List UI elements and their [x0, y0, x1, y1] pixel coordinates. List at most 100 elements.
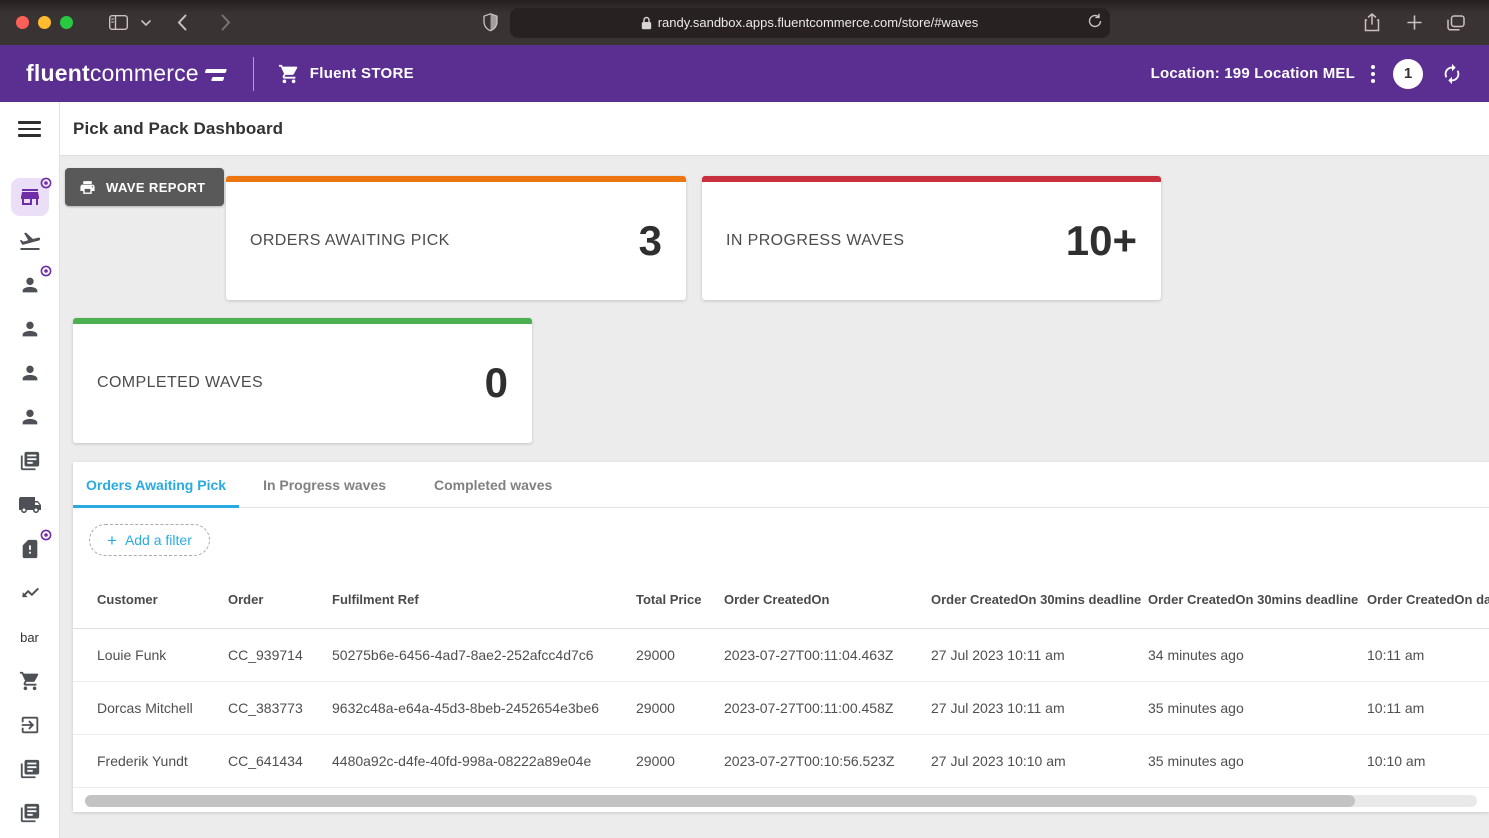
- forward-button[interactable]: [209, 9, 243, 37]
- sidebar-items: bar: [0, 175, 60, 835]
- library-books-icon: [20, 451, 39, 471]
- library-books-icon: [20, 759, 39, 779]
- col-fulfilment-ref: Fulfilment Ref: [332, 572, 636, 629]
- sidebar-item-cart[interactable]: [0, 659, 60, 703]
- col-deadline-1: Order CreatedOn 30mins deadline: [931, 572, 1148, 629]
- kpi-card-orders-awaiting-pick: ORDERS AWAITING PICK 3: [226, 176, 686, 300]
- kpi-value: 3: [638, 217, 662, 264]
- table-row[interactable]: Louie Funk CC_939714 50275b6e-6456-4ad7-…: [73, 628, 1489, 682]
- sidebar-item-user-4[interactable]: [0, 395, 60, 439]
- cell-total-price: 29000: [636, 681, 724, 735]
- reload-button[interactable]: [1088, 13, 1102, 29]
- fluent-commerce-logo: fluent commerce: [26, 60, 227, 87]
- sidebar-item-bar[interactable]: bar: [0, 615, 60, 659]
- sidebar-item-exit[interactable]: [0, 703, 60, 747]
- sidebar-item-device-alert[interactable]: [0, 527, 60, 571]
- col-order: Order: [228, 572, 332, 629]
- sidebar-item-library-3[interactable]: [0, 791, 60, 835]
- exit-to-app-icon: [21, 716, 38, 734]
- wave-report-button[interactable]: WAVE REPORT: [65, 168, 224, 206]
- horizontal-scrollbar-track[interactable]: [85, 794, 1477, 807]
- cell-createdon-date: 10:11 am: [1367, 628, 1489, 682]
- sidebar-icon: [108, 15, 128, 30]
- cell-order: CC_641434: [228, 734, 332, 788]
- sidebar-item-user-3[interactable]: [0, 351, 60, 395]
- forward-arrow-icon: [221, 14, 231, 31]
- main-area: bar: [0, 102, 1489, 838]
- sidebar-item-flight-land[interactable]: [0, 219, 60, 263]
- orders-table: Customer Order Fulfilment Ref Total Pric…: [73, 572, 1489, 788]
- dashboard-body: WAVE REPORT ORDERS AWAITING PICK 3 IN PR…: [60, 156, 1489, 838]
- sidebar-item-user-1[interactable]: [0, 263, 60, 307]
- cell-total-price: 29000: [636, 628, 724, 682]
- sidebar-item-library-1[interactable]: [0, 439, 60, 483]
- close-window-button[interactable]: [16, 16, 29, 29]
- address-bar[interactable]: randy.sandbox.apps.fluentcommerce.com/st…: [509, 7, 1110, 38]
- maximize-window-button[interactable]: [60, 16, 73, 29]
- cell-order-createdon: 2023-07-27T00:11:00.458Z: [724, 681, 931, 735]
- cell-deadline-1: 27 Jul 2023 10:11 am: [931, 681, 1148, 735]
- menu-toggle-button[interactable]: [0, 102, 59, 156]
- printer-icon: [80, 180, 95, 194]
- add-filter-button[interactable]: + Add a filter: [89, 524, 210, 556]
- sidebar-item-trend[interactable]: [0, 571, 60, 615]
- url-text: randy.sandbox.apps.fluentcommerce.com/st…: [657, 15, 979, 30]
- orders-panel: Orders Awaiting Pick In Progress waves C…: [73, 462, 1489, 812]
- cell-fulfilment-ref: 9632c48a-e64a-45d3-8beb-2452654e3be6: [332, 681, 636, 735]
- refresh-button[interactable]: [1441, 63, 1463, 85]
- table-row[interactable]: Dorcas Mitchell CC_383773 9632c48a-e64a-…: [73, 681, 1489, 735]
- sidebar-item-store[interactable]: [0, 175, 60, 219]
- back-button[interactable]: [165, 9, 199, 37]
- cell-order: CC_939714: [228, 628, 332, 682]
- share-button[interactable]: [1355, 9, 1389, 37]
- card-accent-bar: [702, 176, 1161, 182]
- privacy-shield-icon[interactable]: [482, 13, 498, 32]
- sidebar-chevron-button[interactable]: [137, 9, 155, 37]
- sidebar-item-user-2[interactable]: [0, 307, 60, 351]
- horizontal-scrollbar-thumb[interactable]: [85, 794, 1355, 807]
- minimize-window-button[interactable]: [38, 16, 51, 29]
- col-total-price: Total Price: [636, 572, 724, 629]
- table-header-row: Customer Order Fulfilment Ref Total Pric…: [73, 572, 1489, 629]
- kpi-card-in-progress-waves: IN PROGRESS WAVES 10+: [702, 176, 1161, 300]
- cell-order-createdon: 2023-07-27T00:11:04.463Z: [724, 628, 931, 682]
- kpi-value: 0: [484, 359, 508, 406]
- card-accent-bar: [226, 176, 686, 182]
- cell-createdon-date: 10:11 am: [1367, 681, 1489, 735]
- kpi-label: ORDERS AWAITING PICK: [250, 232, 450, 249]
- table-row[interactable]: Frederik Yundt CC_641434 4480a92c-d4fe-4…: [73, 734, 1489, 788]
- new-tab-button[interactable]: [1397, 9, 1431, 37]
- cell-fulfilment-ref: 4480a92c-d4fe-40fd-998a-08222a89e04e: [332, 734, 636, 788]
- store-label[interactable]: Fluent STORE: [309, 65, 414, 82]
- add-filter-label: Add a filter: [124, 532, 192, 548]
- sidebar-item-shipping[interactable]: [0, 483, 60, 527]
- page-header: Pick and Pack Dashboard: [60, 102, 1489, 156]
- tab-orders-awaiting-pick[interactable]: Orders Awaiting Pick: [73, 462, 240, 508]
- orders-table-wrap: Customer Order Fulfilment Ref Total Pric…: [73, 572, 1489, 788]
- browser-chrome: randy.sandbox.apps.fluentcommerce.com/st…: [0, 0, 1489, 45]
- status-badge-icon: [40, 265, 51, 277]
- notification-count-badge[interactable]: 1: [1393, 58, 1423, 89]
- device-alert-icon: [22, 539, 37, 559]
- lock-icon: [641, 16, 651, 29]
- tab-overview-button[interactable]: [1439, 9, 1473, 37]
- cell-deadline-1: 27 Jul 2023 10:10 am: [931, 734, 1148, 788]
- sidebar-item-library-2[interactable]: [0, 747, 60, 791]
- content-area: Pick and Pack Dashboard WAVE REPORT ORDE…: [60, 102, 1489, 838]
- cell-deadline-2: 35 minutes ago: [1148, 681, 1367, 735]
- flight-land-icon: [19, 232, 40, 250]
- app-bar: fluent commerce Fluent STORE Location: 19…: [0, 45, 1489, 102]
- sidebar: bar: [0, 102, 60, 838]
- tab-completed-waves[interactable]: Completed waves: [410, 462, 576, 507]
- tab-in-progress-waves[interactable]: In Progress waves: [239, 462, 410, 507]
- kpi-card-completed-waves: COMPLETED WAVES 0: [73, 318, 532, 443]
- trend-icon: [21, 587, 39, 598]
- address-zone: randy.sandbox.apps.fluentcommerce.com/st…: [253, 7, 1339, 38]
- chrome-right-actions: [1355, 9, 1473, 37]
- cart-header-icon: [278, 63, 300, 85]
- cell-deadline-2: 35 minutes ago: [1148, 734, 1367, 788]
- plus-icon: +: [107, 530, 117, 550]
- overflow-menu-button[interactable]: [1371, 64, 1375, 83]
- traffic-lights: [16, 16, 73, 29]
- sidebar-toggle-button[interactable]: [101, 9, 135, 37]
